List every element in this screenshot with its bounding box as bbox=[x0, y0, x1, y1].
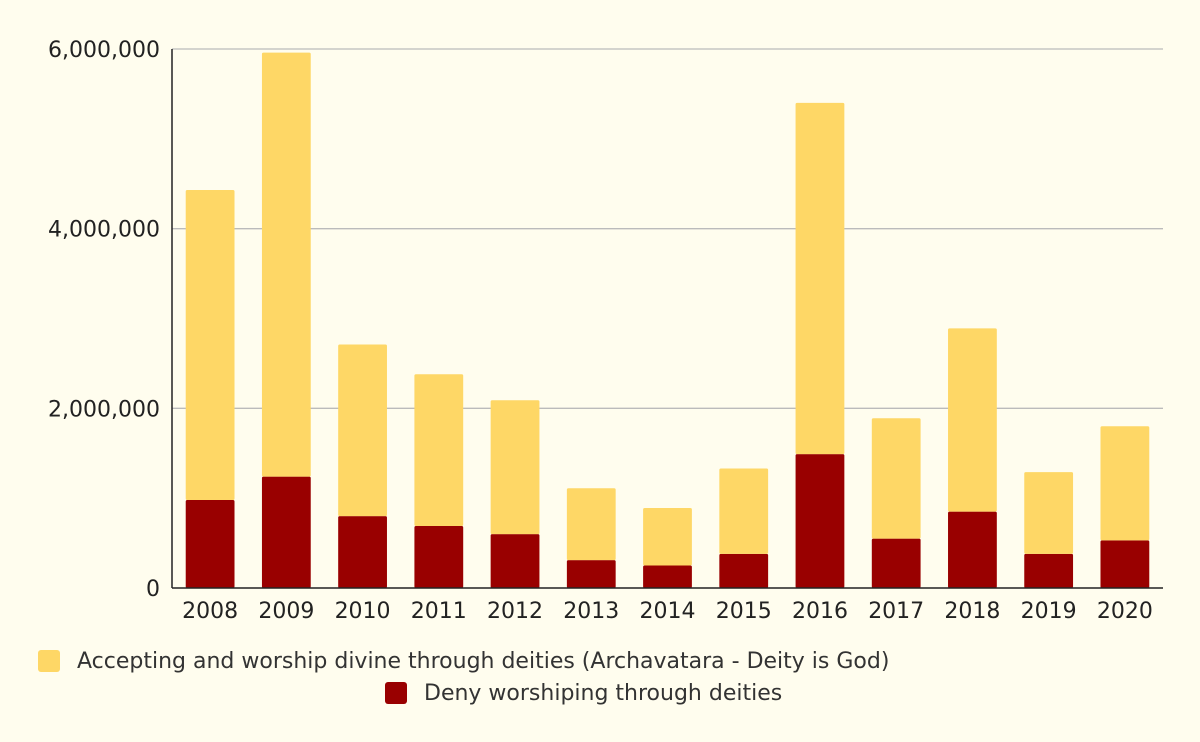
x-tick-label: 2020 bbox=[1097, 599, 1153, 624]
bar-segment[interactable] bbox=[1100, 540, 1150, 588]
x-tick-label: 2016 bbox=[792, 599, 848, 624]
bar-segment[interactable] bbox=[795, 454, 845, 588]
x-tick-label: 2015 bbox=[716, 599, 772, 624]
bar-segment[interactable] bbox=[566, 488, 616, 561]
x-tick-label: 2014 bbox=[640, 599, 696, 624]
y-tick-label: 2,000,000 bbox=[48, 397, 160, 422]
legend-swatch-accepting bbox=[38, 650, 60, 672]
legend-item-accepting[interactable]: Accepting and worship divine through dei… bbox=[38, 645, 1200, 677]
bar-segment[interactable] bbox=[261, 476, 311, 588]
bar-segment[interactable] bbox=[338, 516, 387, 588]
y-tick-label: 4,000,000 bbox=[48, 218, 160, 243]
x-tick-label: 2018 bbox=[944, 599, 1000, 624]
x-tick-label: 2011 bbox=[411, 599, 467, 624]
bar-segment[interactable] bbox=[1024, 472, 1074, 554]
legend-swatch-deny bbox=[385, 682, 407, 704]
bar-segment[interactable] bbox=[261, 52, 311, 477]
bar-segment[interactable] bbox=[1100, 426, 1150, 541]
x-tick-label: 2012 bbox=[487, 599, 543, 624]
bar-segment[interactable] bbox=[719, 468, 769, 554]
stacked-bar-chart: 0 2,000,000 4,000,000 6,000,000 2008 2009 2010… bbox=[48, 38, 1163, 624]
x-tick-label: 2019 bbox=[1021, 599, 1077, 624]
y-tick-label: 6,000,000 bbox=[48, 38, 160, 63]
legend-label-accepting: Accepting and worship divine through dei… bbox=[77, 648, 890, 674]
axes bbox=[171, 49, 1163, 589]
bar-segment[interactable] bbox=[643, 508, 692, 566]
bar-segment[interactable] bbox=[643, 565, 692, 588]
gridlines bbox=[172, 48, 1163, 409]
bar-segment[interactable] bbox=[871, 538, 921, 588]
bar-segment[interactable] bbox=[948, 511, 997, 588]
bar-segment[interactable] bbox=[185, 190, 235, 500]
bar-segment[interactable] bbox=[185, 499, 235, 588]
x-tick-label: 2010 bbox=[335, 599, 391, 624]
bar-segment[interactable] bbox=[338, 344, 387, 517]
legend-label-deny: Deny worshiping through deities bbox=[424, 680, 783, 706]
tick-labels: 0 2,000,000 4,000,000 6,000,000 2008 2009 2010… bbox=[48, 38, 1153, 624]
bars bbox=[185, 52, 1150, 588]
bar-segment[interactable] bbox=[1024, 553, 1074, 588]
bar-segment[interactable] bbox=[414, 374, 464, 527]
x-tick-label: 2008 bbox=[182, 599, 238, 624]
x-tick-label: 2009 bbox=[258, 599, 314, 624]
x-tick-label: 2013 bbox=[563, 599, 619, 624]
bar-segment[interactable] bbox=[719, 553, 769, 588]
bar-segment[interactable] bbox=[414, 526, 464, 588]
legend: Accepting and worship divine through dei… bbox=[0, 645, 1200, 709]
bar-segment[interactable] bbox=[490, 400, 540, 535]
x-tick-label: 2017 bbox=[868, 599, 924, 624]
y-tick-label: 0 bbox=[146, 577, 160, 602]
bar-segment[interactable] bbox=[566, 560, 616, 588]
bar-segment[interactable] bbox=[490, 534, 540, 588]
bar-segment[interactable] bbox=[948, 328, 997, 512]
bar-segment[interactable] bbox=[795, 102, 845, 455]
bar-segment[interactable] bbox=[871, 418, 921, 539]
legend-item-deny[interactable]: Deny worshiping through deities bbox=[385, 677, 1200, 709]
